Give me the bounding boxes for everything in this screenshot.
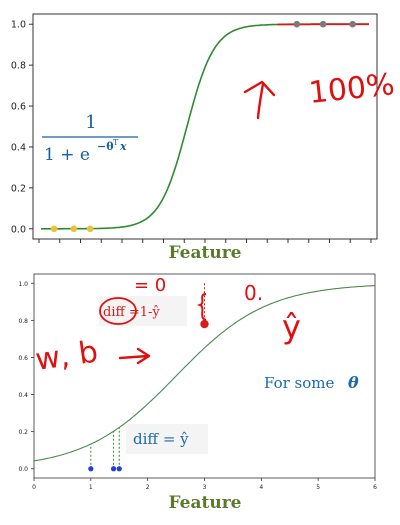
- bottom-y-tick-label: 0.8: [18, 318, 28, 325]
- bottom-x-tick-label: 6: [373, 484, 377, 491]
- top-y-tick-label: 0.8: [11, 61, 26, 72]
- top-data-point: [320, 21, 327, 28]
- formula-exponent-transpose: T: [113, 138, 119, 147]
- bottom-y-tick-label: 0.4: [18, 392, 28, 399]
- handwritten-zero-dot: 0.: [244, 281, 263, 305]
- bottom-y-tick-label: 0.2: [18, 429, 28, 436]
- diff-bottom-label: diff = ŷ: [133, 430, 189, 448]
- bottom-data-point: [111, 466, 116, 471]
- top-data-point: [87, 225, 94, 232]
- bottom-x-tick-label: 4: [259, 484, 263, 491]
- theta-symbol: θ: [348, 373, 359, 392]
- handwritten-y-hat: ŷ: [282, 308, 301, 346]
- diff-top-label: diff =1-ŷ: [103, 305, 160, 320]
- handwritten-equals-zero: = 0: [134, 275, 166, 296]
- formula-denominator: 1 + e: [44, 145, 90, 165]
- top-x-axis-label: Feature: [169, 243, 242, 263]
- top-chart: 0.00.20.40.60.81.0 Feature 1 1 + e −θ T …: [11, 14, 396, 263]
- top-data-point: [294, 21, 301, 28]
- formula-numerator: 1: [85, 112, 96, 133]
- top-data-point: [349, 21, 356, 28]
- bottom-x-tick-label: 2: [146, 484, 150, 491]
- top-y-axis: 0.0 0.2 0.4 0.6 0.8 1.0: [11, 20, 33, 236]
- top-y-tick-label: 1.0: [11, 20, 26, 31]
- for-some-label: For some: [264, 374, 335, 392]
- top-data-point: [71, 225, 78, 232]
- top-y-tick-label: 0.2: [11, 183, 26, 194]
- bottom-x-axis: 0 1 2 3 4 5 6: [32, 478, 377, 491]
- formula-exponent: −θ: [97, 140, 114, 153]
- bottom-y-tick-label: 0.6: [18, 355, 28, 362]
- bottom-y-tick-label: 1.0: [18, 281, 28, 288]
- top-y-tick-label: 0.0: [11, 224, 26, 235]
- bottom-data-point: [88, 466, 93, 471]
- formula-exponent-variable: x: [119, 140, 127, 153]
- top-y-tick-label: 0.4: [11, 142, 26, 153]
- bottom-x-tick-label: 3: [203, 484, 207, 491]
- bottom-x-axis-label: Feature: [169, 493, 242, 513]
- top-data-point: [51, 225, 58, 232]
- bottom-data-point: [200, 320, 208, 328]
- bottom-y-axis: 0.0 0.2 0.4 0.6 0.8 1.0: [18, 281, 34, 473]
- bottom-x-tick-label: 1: [89, 484, 93, 491]
- top-y-tick-label: 0.6: [11, 102, 26, 113]
- bottom-y-tick-label: 0.0: [18, 466, 28, 473]
- bottom-data-point: [117, 466, 122, 471]
- bottom-chart: 0.0 0.2 0.4 0.6 0.8 1.0 0 1 2 3 4 5 6 Feature diff …: [18, 274, 377, 513]
- bottom-x-tick-label: 0: [32, 484, 36, 491]
- bottom-x-tick-label: 5: [316, 484, 320, 491]
